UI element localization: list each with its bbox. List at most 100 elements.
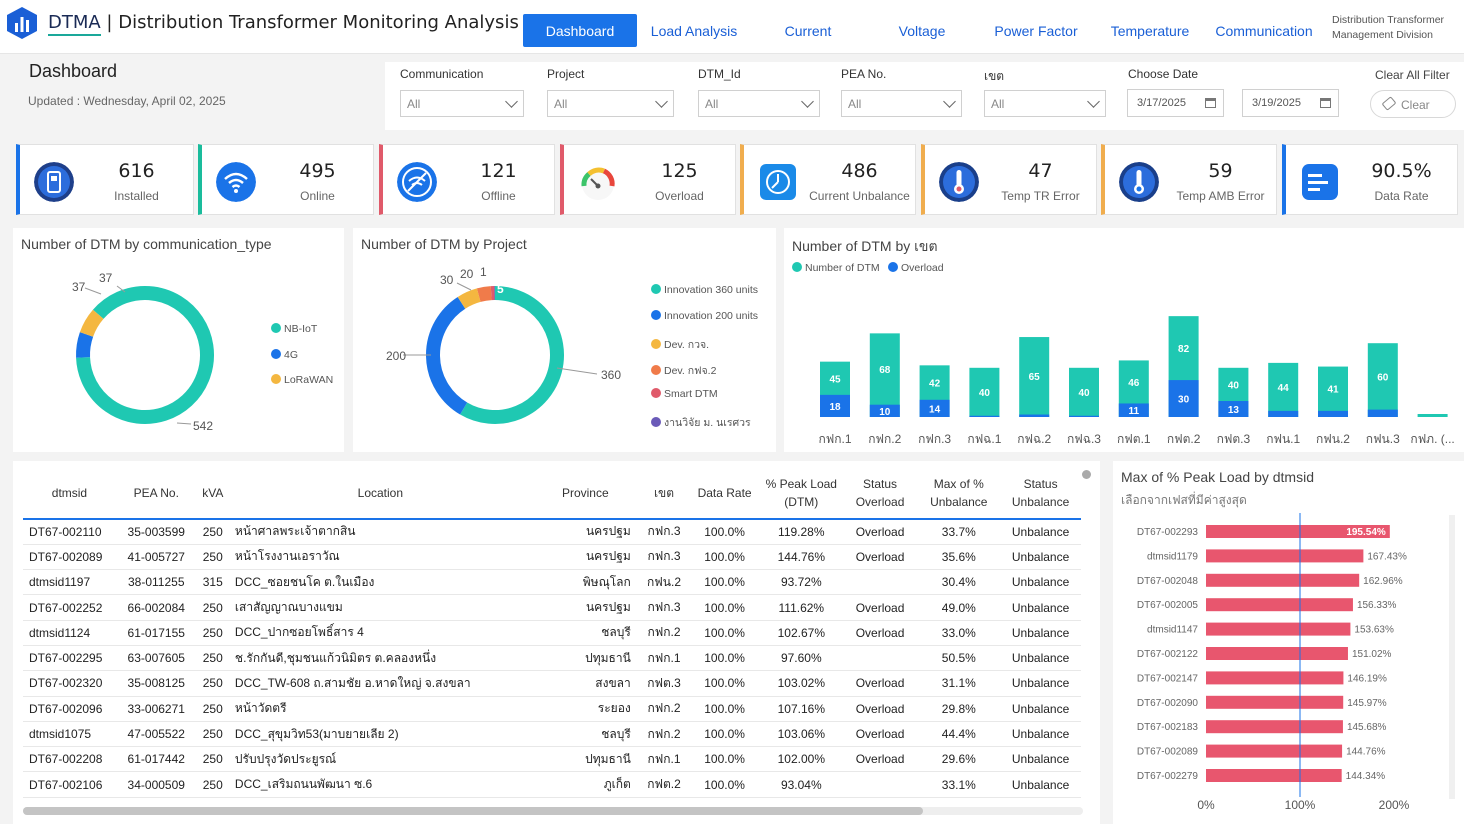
calendar-icon[interactable] <box>1205 98 1216 108</box>
legend-dev-gfj2[interactable]: Dev. กฟจ.2 <box>651 362 716 379</box>
comm-type-slice-2[interactable] <box>79 309 104 338</box>
kpi-current-unbalance[interactable]: 486 Current Unbalance <box>740 144 916 215</box>
bar-total-4[interactable] <box>1019 337 1050 417</box>
kpi-data-rate[interactable]: 90.5% Data Rate <box>1282 144 1458 215</box>
table-row[interactable]: DT67-002208 61-017442 250 ปรับปรุงวัดประยูร… <box>23 746 1081 773</box>
horizontal-scrollbar[interactable] <box>23 807 1083 815</box>
date-to-input[interactable]: 3/19/2025 <box>1242 89 1339 117</box>
project-slice-3[interactable] <box>476 286 492 302</box>
hbar-6[interactable] <box>1206 671 1344 685</box>
col-header-pea-no[interactable]: PEA No. <box>115 467 197 520</box>
dtm-id-select[interactable]: All <box>698 90 820 117</box>
hbar-8[interactable] <box>1206 720 1343 734</box>
tab-voltage[interactable]: Voltage <box>898 22 946 39</box>
vertical-scrollbar[interactable] <box>1449 515 1455 799</box>
col-header-max-unbalance[interactable]: Max of % Unbalance <box>917 467 1001 520</box>
col-header-data-rate[interactable]: Data Rate <box>689 467 760 520</box>
bar-overload-4[interactable] <box>1019 414 1050 417</box>
kpi-installed[interactable]: 616 Installed <box>16 144 194 215</box>
comm-type-slice-0[interactable] <box>76 286 214 424</box>
col-header-status-unbalance[interactable]: Status Unbalance <box>1000 467 1081 520</box>
project-slice-0[interactable] <box>460 286 564 424</box>
table-row[interactable]: DT67-002106 34-000509 250 DCC_เสริมถนนพัฒนา… <box>23 771 1081 798</box>
bar-overload-1[interactable] <box>869 404 900 417</box>
bar-total-5[interactable] <box>1069 367 1099 417</box>
table-row[interactable]: DT67-002295 63-007605 250 ช.รักกันดี,ชุมชนแ… <box>23 645 1081 672</box>
pea-no-select[interactable]: All <box>841 90 962 117</box>
col-header-dtmsid[interactable]: dtmsid <box>23 467 116 520</box>
project-slice-1[interactable] <box>426 296 468 415</box>
col-header-kva[interactable]: kVA <box>196 467 229 520</box>
col-header-peak-load[interactable]: % Peak Load (DTM) <box>759 467 843 520</box>
legend-innovation-360[interactable]: Innovation 360 units <box>651 284 758 296</box>
tab-dashboard[interactable]: Dashboard <box>523 14 637 47</box>
bar-total-3[interactable] <box>969 367 1000 417</box>
scroll-indicator[interactable] <box>1082 470 1091 479</box>
hbar-7[interactable] <box>1206 695 1344 709</box>
legend-smart-dtm[interactable]: Smart DTM <box>651 388 718 400</box>
bar-overload-7[interactable] <box>1168 380 1199 417</box>
bar-overload-3[interactable] <box>969 415 1000 417</box>
bar-overload-6[interactable] <box>1118 403 1149 417</box>
bar-overload-2[interactable] <box>919 399 950 417</box>
bar-overload-9[interactable] <box>1268 410 1299 417</box>
scrollbar-thumb[interactable] <box>23 807 923 815</box>
communication-select[interactable]: All <box>400 90 524 117</box>
project-slice-2[interactable] <box>457 288 481 309</box>
kpi-online[interactable]: 495 Online <box>198 144 374 215</box>
legend-dev-gwj[interactable]: Dev. กวจ. <box>651 336 709 353</box>
legend-overload[interactable]: Overload <box>888 262 944 274</box>
tab-power-factor[interactable]: Power Factor <box>994 22 1078 39</box>
bar-total-9[interactable] <box>1268 362 1299 417</box>
hbar-1[interactable] <box>1206 549 1364 563</box>
calendar-icon[interactable] <box>1320 98 1331 108</box>
table-row[interactable]: DT67-002096 33-006271 250 หน้าวัดตรี ระยอง กฟ… <box>23 696 1081 722</box>
tab-load-analysis[interactable]: Load Analysis <box>650 22 738 39</box>
bar-overload-11[interactable] <box>1367 409 1398 417</box>
hbar-9[interactable] <box>1206 744 1343 758</box>
legend-nb-iot[interactable]: NB-IoT <box>271 323 317 335</box>
table-row[interactable]: dtmsid1075 47-005522 250 DCC_สุขุมวิท53(มาบ… <box>23 721 1081 748</box>
col-header-status-overload[interactable]: Status Overload <box>842 467 918 520</box>
table-row[interactable]: DT67-002089 41-005727 250 หน้าโรงงานเอราวัณ… <box>23 544 1081 571</box>
tab-communication[interactable]: Communication <box>1215 22 1313 39</box>
legend-number-of-dtm[interactable]: Number of DTM <box>792 262 880 274</box>
comm-type-slice-1[interactable] <box>76 332 94 358</box>
hbar-10[interactable] <box>1206 769 1342 782</box>
tab-current[interactable]: Current <box>784 22 832 39</box>
legend-innovation-200[interactable]: Innovation 200 units <box>651 310 758 322</box>
col-header-location[interactable]: Location <box>228 467 532 520</box>
kpi-temp-amb-error[interactable]: 59 Temp AMB Error <box>1101 144 1277 215</box>
clear-button[interactable]: Clear <box>1370 90 1456 118</box>
legend-lorawan[interactable]: LoRaWAN <box>271 374 333 386</box>
hbar-3[interactable] <box>1206 598 1353 612</box>
table-row[interactable]: dtmsid1124 61-017155 250 DCC_ปากซอยโพธิ์สาร… <box>23 620 1081 646</box>
tab-temperature[interactable]: Temperature <box>1110 22 1190 39</box>
bar-overload-8[interactable] <box>1218 401 1249 417</box>
kpi-overload[interactable]: 125 Overload <box>560 144 736 215</box>
hbar-4[interactable] <box>1206 622 1351 636</box>
legend-research[interactable]: งานวิจัย ม. นเรศวร <box>651 414 751 431</box>
legend-4g[interactable]: 4G <box>271 349 298 361</box>
bar-overload-5[interactable] <box>1069 415 1099 417</box>
table-row[interactable]: DT67-002320 35-008125 250 DCC_TW-608 ถ.สามช… <box>23 670 1081 697</box>
hbar-2[interactable] <box>1206 573 1360 587</box>
table-row[interactable]: dtmsid1197 38-011255 315 DCC_ซอยชนโค ต.ในเม… <box>23 569 1081 596</box>
hbar-0[interactable] <box>1206 525 1390 538</box>
khet-select[interactable]: All <box>984 90 1106 117</box>
hbar-5[interactable] <box>1206 647 1348 660</box>
bar-total-12[interactable] <box>1417 414 1448 417</box>
bar-total-1[interactable] <box>869 333 900 417</box>
project-select[interactable]: All <box>547 90 674 117</box>
table-row[interactable]: DT67-002110 35-003599 250 หน้าศาลพระเจ้าตาก… <box>23 519 1081 545</box>
date-from-input[interactable]: 3/17/2025 <box>1127 89 1224 117</box>
kpi-temp-tr-error[interactable]: 47 Temp TR Error <box>921 144 1097 215</box>
bar-overload-0[interactable] <box>820 394 850 417</box>
table-row[interactable]: DT67-002252 66-002084 250 เสาสัญญาณบางแขม นค… <box>23 594 1081 621</box>
bar-total-11[interactable] <box>1367 343 1398 417</box>
col-header-khet[interactable]: เขต <box>638 467 690 520</box>
kpi-offline[interactable]: 121 Offline <box>379 144 555 215</box>
bar-overload-10[interactable] <box>1318 410 1348 417</box>
col-header-province[interactable]: Province <box>531 467 639 520</box>
bar-total-10[interactable] <box>1318 366 1348 417</box>
